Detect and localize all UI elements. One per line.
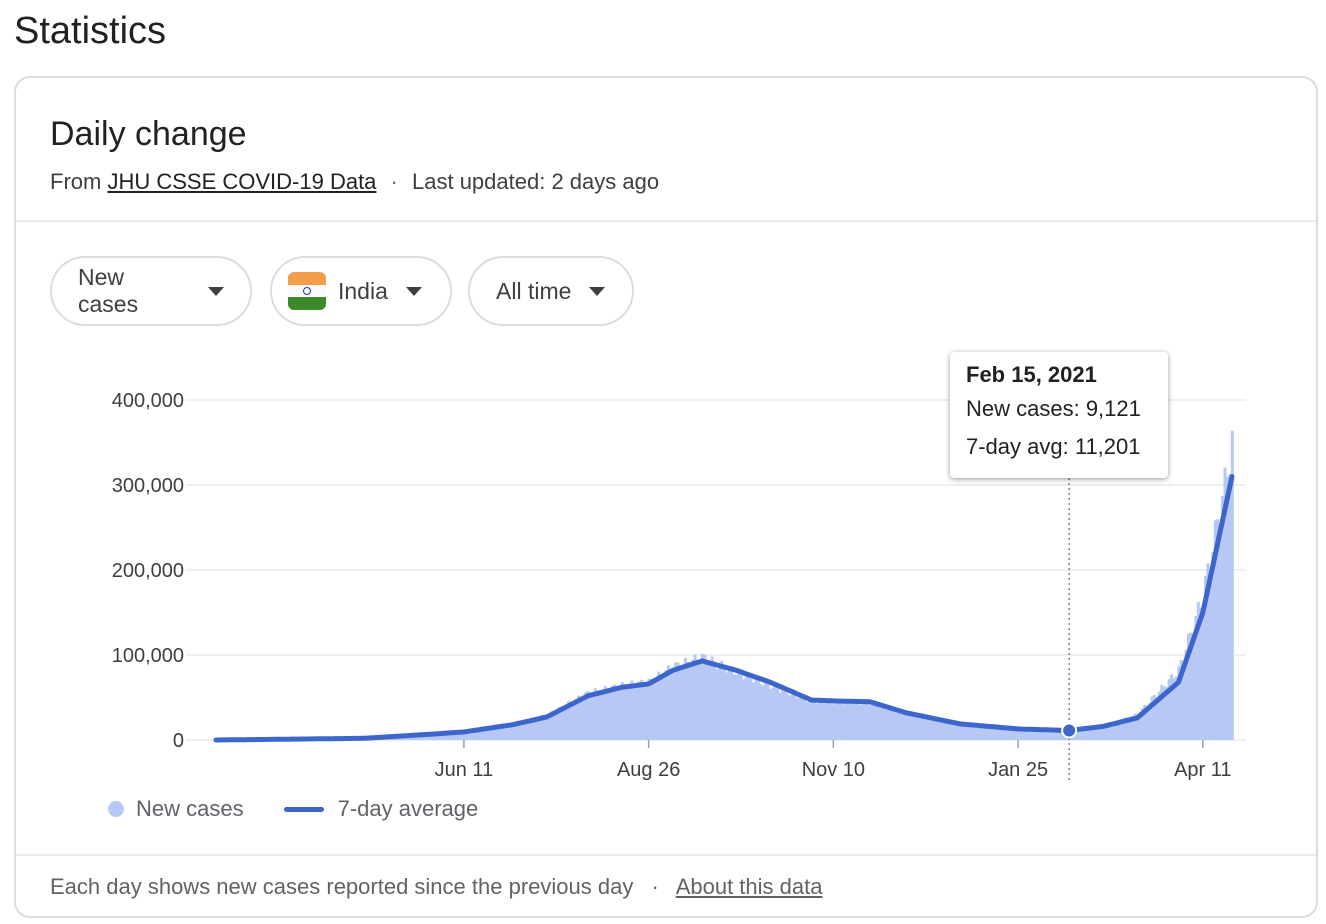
source-link[interactable]: JHU CSSE COVID-19 Data: [107, 169, 376, 194]
footer: Each day shows new cases reported since …: [50, 874, 822, 900]
country-dropdown[interactable]: India: [270, 256, 452, 326]
x-tick-label: Aug 26: [617, 759, 680, 781]
chart-tooltip: Feb 15, 2021 New cases: 9,121 7-day avg:…: [950, 352, 1168, 478]
range-label: All time: [496, 278, 571, 305]
y-tick-label: 300,000: [112, 475, 184, 497]
y-tick-label: 100,000: [112, 645, 184, 667]
card-title: Daily change: [50, 114, 247, 154]
selected-point: [1062, 723, 1076, 737]
legend-new-cases: New cases: [136, 796, 244, 822]
legend-average: 7-day average: [338, 796, 479, 822]
chevron-down-icon: [208, 287, 224, 296]
metric-dropdown[interactable]: New cases: [50, 256, 252, 326]
last-updated: Last updated: 2 days ago: [412, 169, 659, 194]
range-dropdown[interactable]: All time: [468, 256, 634, 326]
metric-label: New cases: [78, 264, 190, 318]
footer-note: Each day shows new cases reported since …: [50, 874, 633, 899]
statistics-card: Daily change From JHU CSSE COVID-19 Data…: [14, 76, 1318, 918]
x-tick-label: Apr 11: [1174, 759, 1231, 781]
source-prefix: From: [50, 169, 101, 194]
about-data-link[interactable]: About this data: [676, 874, 823, 899]
y-tick-label: 400,000: [112, 390, 184, 412]
tooltip-date: Feb 15, 2021: [966, 360, 1152, 390]
source-line: From JHU CSSE COVID-19 Data · Last updat…: [50, 168, 659, 196]
x-tick-label: Jun 11: [435, 759, 494, 781]
source-separator: ·: [391, 169, 398, 194]
legend-line-swatch: [284, 807, 324, 812]
divider-top: [16, 220, 1316, 222]
footer-separator: ·: [651, 874, 658, 899]
india-flag-icon: [288, 272, 326, 310]
chart-legend: New cases 7-day average: [108, 796, 478, 822]
legend-bar-swatch: [108, 801, 124, 817]
tooltip-new-cases: New cases: 9,121: [966, 390, 1152, 428]
divider-bottom: [16, 854, 1316, 856]
chevron-down-icon: [406, 287, 422, 296]
x-tick-label: Nov 10: [802, 759, 865, 781]
x-tick-label: Jan 25: [988, 759, 1048, 781]
page-title: Statistics: [14, 8, 166, 54]
y-tick-label: 200,000: [112, 560, 184, 582]
country-label: India: [338, 278, 388, 305]
y-tick-label: 0: [173, 730, 184, 752]
tooltip-average: 7-day avg: 11,201: [966, 428, 1152, 466]
chevron-down-icon: [589, 287, 605, 296]
